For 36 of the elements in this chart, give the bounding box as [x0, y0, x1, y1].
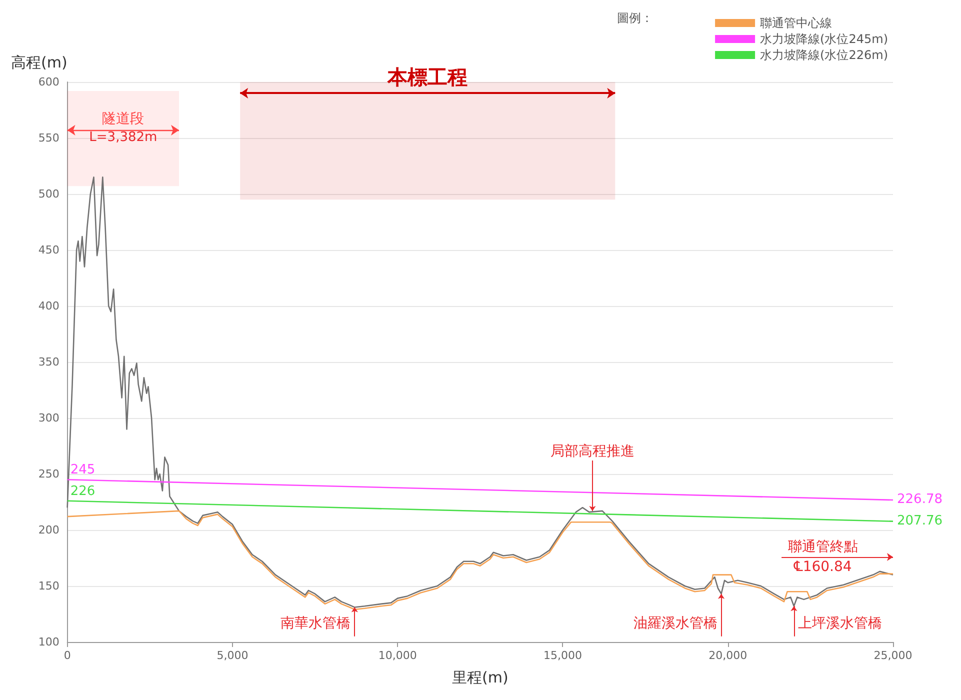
x-tick-label: 25,000: [874, 649, 912, 662]
y-axis-title: 高程(m): [10, 54, 68, 72]
x-tick-label: 10,000: [378, 649, 417, 662]
y-tick-label: 350: [38, 356, 60, 368]
legend-title: 圖例：: [617, 11, 653, 25]
y-tick-label: 400: [38, 300, 60, 312]
annotation: 南華水管橋: [280, 615, 351, 632]
y-tick-label: 550: [38, 132, 60, 144]
data-label: 245: [70, 462, 96, 478]
y-tick-label: 200: [38, 524, 60, 536]
data-label: 226: [70, 484, 96, 499]
x-axis-title: 里程(m): [452, 668, 508, 686]
y-tick-label: 450: [38, 244, 60, 256]
y-tick-label: 150: [38, 580, 60, 592]
annotation: 局部高程推進: [550, 444, 634, 460]
legend-label: 聯通管中心線: [760, 16, 832, 30]
x-tick-label: 5,000: [216, 649, 248, 662]
y-tick-label: 250: [38, 468, 60, 480]
annotation: 油羅溪水管橋: [633, 615, 718, 632]
annotation: ℄160.84: [792, 559, 852, 576]
band-label: 隧道段: [102, 111, 144, 128]
x-tick-label: 20,000: [708, 649, 748, 662]
legend-label: 水力坡降線(水位245m): [760, 32, 888, 46]
band-label: 本標工程: [386, 65, 468, 90]
y-tick-label: 500: [38, 188, 60, 200]
annotation: L=3,382m: [89, 130, 158, 146]
x-tick-label: 0: [64, 649, 71, 662]
data-label: 207.76: [897, 513, 942, 528]
legend-label: 水力坡降線(水位226m): [760, 48, 888, 62]
y-tick-label: 300: [38, 412, 60, 424]
annotation: 上坪溪水管橋: [798, 615, 882, 632]
x-tick-label: 15,000: [543, 649, 582, 662]
y-tick-label: 100: [38, 636, 60, 648]
y-tick-label: 600: [38, 76, 60, 88]
data-label: 226.78: [897, 492, 942, 508]
annotation: 聯通管終點: [788, 539, 858, 556]
